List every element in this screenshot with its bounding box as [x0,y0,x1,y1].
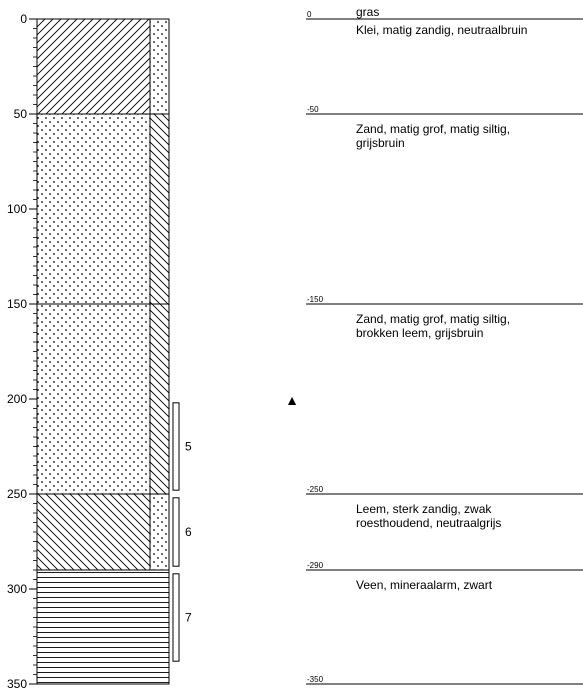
sample: 5 [172,402,192,491]
description-text: Zand, matig grof, matig siltig, [356,122,510,136]
axis-tick-label: 300 [7,582,27,596]
description-text: Zand, matig grof, matig siltig, [356,312,510,326]
layer-border [36,569,170,685]
layer-main-fill [37,19,150,114]
description-depth-label: -350 [307,675,324,684]
sample-label: 7 [185,611,192,625]
description-depth-label: -250 [307,485,324,494]
axis-tick-label: 250 [7,487,27,501]
depth-axis: 0 50 100 150 200 250 300 350 [7,12,38,691]
sample-markers: 5 6 7 [172,402,192,662]
layer-description: -250 Leem, sterk zandig, zwakroesthoudend… [306,485,583,530]
layer-side-fill [150,304,169,494]
layer-main-fill [37,114,150,304]
axis-tick-label: 150 [7,297,27,311]
layer-description: -290 Veen, mineraalarm, zwart [306,561,583,592]
description-text: gras [356,5,379,19]
layer-main-fill [37,494,150,570]
axis-tick-label: 200 [7,392,27,406]
layer-side-fill [150,19,169,114]
sample-bar [172,573,180,662]
layer [36,493,170,571]
description-depth-label: -290 [307,561,324,570]
water-level-icon: ▲ [285,392,299,408]
layer-side-fill [150,570,169,684]
layer-main-fill [37,304,150,494]
description-depth-label: 0 [307,10,312,19]
description-text: Veen, mineraalarm, zwart [356,578,493,592]
layer-descriptions: 0 gras Klei, matig zandig, neutraalbruin -5… [306,5,583,685]
layer-description: -350 [306,675,583,685]
layer [36,113,170,305]
description-depth-label: -150 [307,295,324,304]
layer-description: -50 Zand, matig grof, matig siltig,grijsb… [306,105,583,150]
axis-tick-label: 350 [7,677,27,691]
description-text: Leem, sterk zandig, zwak [356,502,492,516]
layer-main-fill [37,570,150,684]
description-depth-label: -50 [307,105,319,114]
water-level-marker: ▲ [285,392,299,408]
axis-tick-label: 100 [7,202,27,216]
layer [36,18,170,115]
sample-label: 5 [185,440,192,454]
description-text: grijsbruin [356,136,405,150]
sample-bar [172,402,180,491]
layer-description: -150 Zand, matig grof, matig siltig,brokk… [306,295,583,340]
layer-side-fill [150,114,169,304]
layer-side-fill [150,494,169,570]
sample: 7 [172,573,192,662]
sample-bar [172,497,180,567]
axis-tick-label: 50 [14,107,28,121]
sample: 6 [172,497,192,567]
layer [36,569,170,685]
axis-tick-label: 0 [20,12,27,26]
description-text: brokken leem, grijsbruin [356,326,483,340]
lithology-column [36,18,170,685]
sample-label: 6 [185,525,192,539]
layer-description: 0 gras Klei, matig zandig, neutraalbruin [306,5,583,37]
description-text: Klei, matig zandig, neutraalbruin [356,23,527,37]
description-text: roesthoudend, neutraalgrijs [356,516,501,530]
layer [36,303,170,495]
